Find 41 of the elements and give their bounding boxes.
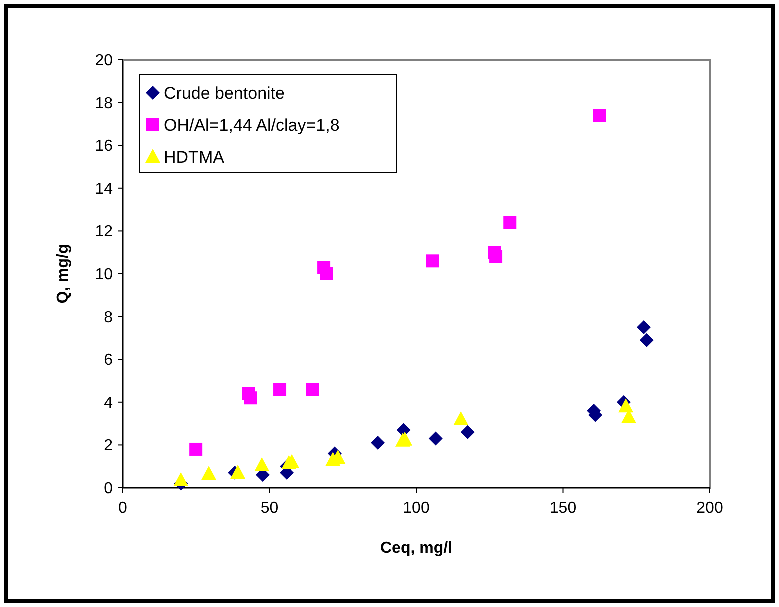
point [174,472,189,487]
point [254,458,270,472]
point [454,412,469,426]
point [504,216,517,230]
x-tick-label: 0 [118,500,128,517]
point [593,109,606,122]
point [190,442,203,456]
point [274,383,287,396]
point [490,250,503,264]
point [640,333,654,348]
point [636,320,651,334]
y-tick-label: 6 [104,352,114,370]
y-tick-label: 12 [95,224,114,241]
y-tick-label: 18 [95,95,114,112]
y-tick-label: 0 [104,480,114,498]
x-tick-label: 150 [550,500,577,517]
point [428,432,443,446]
point [306,383,320,396]
x-tick-label: 100 [403,500,430,517]
y-tick-label: 2 [104,438,114,455]
legend-label: HDTMA [164,148,226,167]
y-tick-label: 20 [95,52,114,70]
point [230,465,246,480]
legend-label: Crude bentonite [164,84,285,103]
point [201,466,216,480]
y-tick-label: 8 [104,309,114,326]
y-axis-title: Q, mg/g [55,244,72,304]
point [244,392,258,405]
x-tick-label: 50 [260,500,279,517]
point [460,425,475,440]
point [618,398,634,413]
point [371,436,386,450]
y-tick-label: 14 [95,180,114,198]
legend-label: OH/Al=1,44 Al/clay=1,8 [164,116,340,135]
point [426,254,440,268]
y-tick-label: 4 [104,394,114,412]
y-tick-label: 16 [95,138,114,156]
x-axis-title: Ceq, mg/l [380,540,453,557]
x-tick-label: 200 [696,500,724,517]
point [320,268,334,280]
y-tick-label: 10 [95,266,114,284]
